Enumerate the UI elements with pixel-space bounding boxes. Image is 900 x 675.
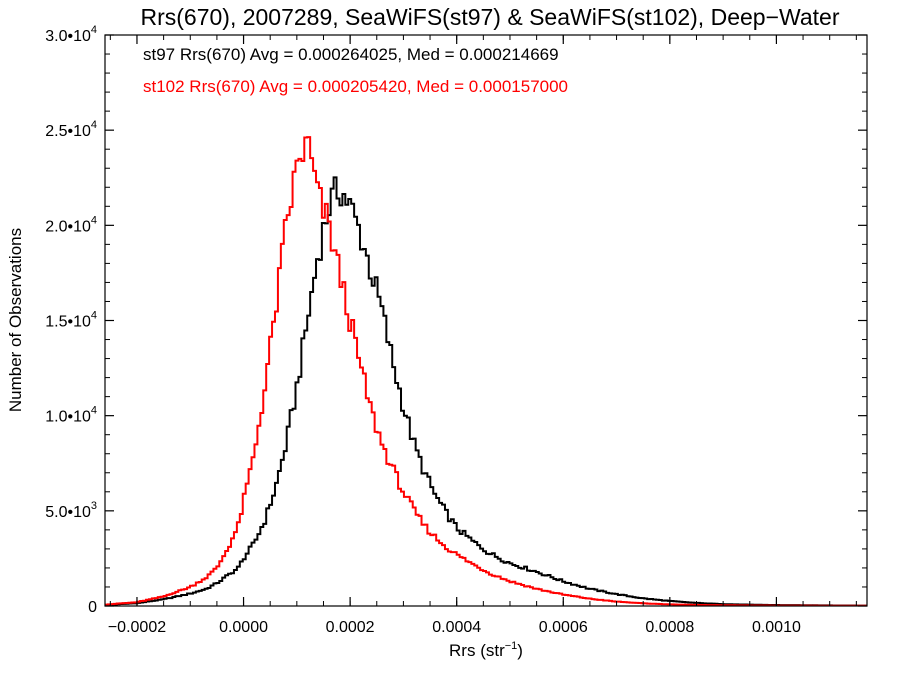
plot-frame <box>104 34 868 607</box>
y-axis-label: Number of Observations <box>6 228 25 412</box>
x-tick-label: −0.0002 <box>108 619 166 636</box>
x-tick-label: 0.0004 <box>432 619 481 636</box>
y-tick-label: 2.5•104 <box>45 119 97 140</box>
y-axis: 0 5.0•103 1.0•104 1.5•104 2.0•104 2.5•104 3.0•… <box>45 24 867 616</box>
y-tick-label: 1.5•104 <box>45 310 97 331</box>
y-tick-label: 1.0•104 <box>45 405 97 426</box>
x-tick-label: 0.0000 <box>219 619 268 636</box>
chart-title: Rrs(670), 2007289, SeaWiFS(st97) & SeaWi… <box>140 4 839 30</box>
legend-entry-st97: st97 Rrs(670) Avg = 0.000264025, Med = 0… <box>143 45 559 64</box>
series-layer <box>105 136 867 606</box>
x-tick-label: 0.0010 <box>752 619 801 636</box>
histogram-series-st102 <box>105 136 867 606</box>
x-tick-label: 0.0002 <box>326 619 375 636</box>
y-tick-label: 3.0•104 <box>45 24 97 45</box>
x-tick-label: 0.0008 <box>645 619 694 636</box>
y-tick-label: 2.0•104 <box>45 214 97 235</box>
legend-entry-st102: st102 Rrs(670) Avg = 0.000205420, Med = … <box>143 77 568 96</box>
y-tick-label: 0 <box>88 599 97 616</box>
histogram-series-st97 <box>105 176 867 606</box>
y-tick-label: 5.0•103 <box>45 500 97 521</box>
x-tick-label: 0.0006 <box>539 619 588 636</box>
x-axis-label: Rrs (str−1) <box>449 640 523 660</box>
x-axis: −0.0002 0.0000 0.0002 0.0004 0.0006 0.0008 0.0… <box>108 35 857 636</box>
